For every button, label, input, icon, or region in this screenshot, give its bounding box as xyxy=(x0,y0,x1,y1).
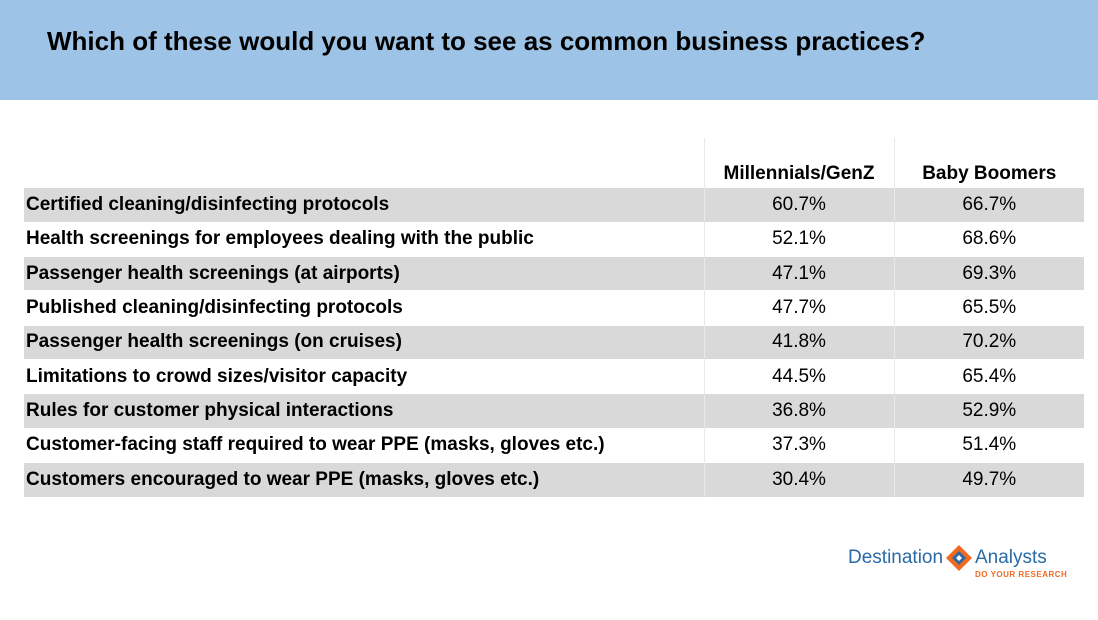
column-header-boomers: Baby Boomers xyxy=(893,138,1084,188)
row-label: Passenger health screenings (on cruises) xyxy=(24,324,704,360)
cell-millennials-genz: 36.8% xyxy=(703,393,894,429)
cell-millennials-genz: 47.7% xyxy=(703,290,894,326)
page-title: Which of these would you want to see as … xyxy=(47,26,926,56)
table-row: Health screenings for employees dealing … xyxy=(24,221,1084,257)
row-label: Limitations to crowd sizes/visitor capac… xyxy=(24,358,704,394)
table-row: Customers encouraged to wear PPE (masks,… xyxy=(24,461,1084,497)
cell-baby-boomers: 65.5% xyxy=(893,290,1084,326)
table-row: Limitations to crowd sizes/visitor capac… xyxy=(24,358,1084,394)
table-row: Customer-facing staff required to wear P… xyxy=(24,427,1084,463)
cell-baby-boomers: 51.4% xyxy=(893,427,1084,463)
destination-analysts-logo: Destination Analysts DO YOUR RESEARCH xyxy=(848,544,1068,584)
table-header-row: Millennials/GenZ Baby Boomers xyxy=(24,138,1084,188)
column-header-label xyxy=(24,138,704,188)
row-label: Rules for customer physical interactions xyxy=(24,393,704,429)
column-header-millennials: Millennials/GenZ xyxy=(703,138,894,188)
row-label: Customer-facing staff required to wear P… xyxy=(24,427,704,463)
cell-baby-boomers: 68.6% xyxy=(893,221,1084,257)
table-body: Certified cleaning/disinfecting protocol… xyxy=(24,188,1084,497)
logo-diamond-icon xyxy=(946,545,972,571)
table-row: Published cleaning/disinfecting protocol… xyxy=(24,290,1084,326)
data-table: Millennials/GenZ Baby Boomers Certified … xyxy=(24,138,1084,497)
cell-baby-boomers: 49.7% xyxy=(893,461,1084,497)
cell-millennials-genz: 47.1% xyxy=(703,256,894,291)
cell-millennials-genz: 41.8% xyxy=(703,324,894,360)
table-row: Certified cleaning/disinfecting protocol… xyxy=(24,188,1084,223)
logo-text-analysts: Analysts xyxy=(975,547,1047,568)
cell-baby-boomers: 65.4% xyxy=(893,358,1084,394)
cell-millennials-genz: 44.5% xyxy=(703,358,894,394)
cell-baby-boomers: 69.3% xyxy=(893,256,1084,291)
cell-millennials-genz: 37.3% xyxy=(703,427,894,463)
row-label: Published cleaning/disinfecting protocol… xyxy=(24,290,704,326)
logo-tagline: DO YOUR RESEARCH xyxy=(975,570,1068,579)
table-row: Passenger health screenings (on cruises)… xyxy=(24,324,1084,360)
cell-baby-boomers: 52.9% xyxy=(893,393,1084,429)
cell-baby-boomers: 70.2% xyxy=(893,324,1084,360)
cell-millennials-genz: 30.4% xyxy=(703,461,894,497)
cell-baby-boomers: 66.7% xyxy=(893,188,1084,223)
logo-text-destination: Destination xyxy=(848,547,944,568)
title-banner: Which of these would you want to see as … xyxy=(0,0,1098,100)
table-row: Passenger health screenings (at airports… xyxy=(24,256,1084,291)
cell-millennials-genz: 60.7% xyxy=(703,188,894,223)
table-row: Rules for customer physical interactions… xyxy=(24,393,1084,429)
row-label: Customers encouraged to wear PPE (masks,… xyxy=(24,461,704,497)
row-label: Certified cleaning/disinfecting protocol… xyxy=(24,188,704,223)
cell-millennials-genz: 52.1% xyxy=(703,221,894,257)
row-label: Passenger health screenings (at airports… xyxy=(24,256,704,291)
row-label: Health screenings for employees dealing … xyxy=(24,221,704,257)
